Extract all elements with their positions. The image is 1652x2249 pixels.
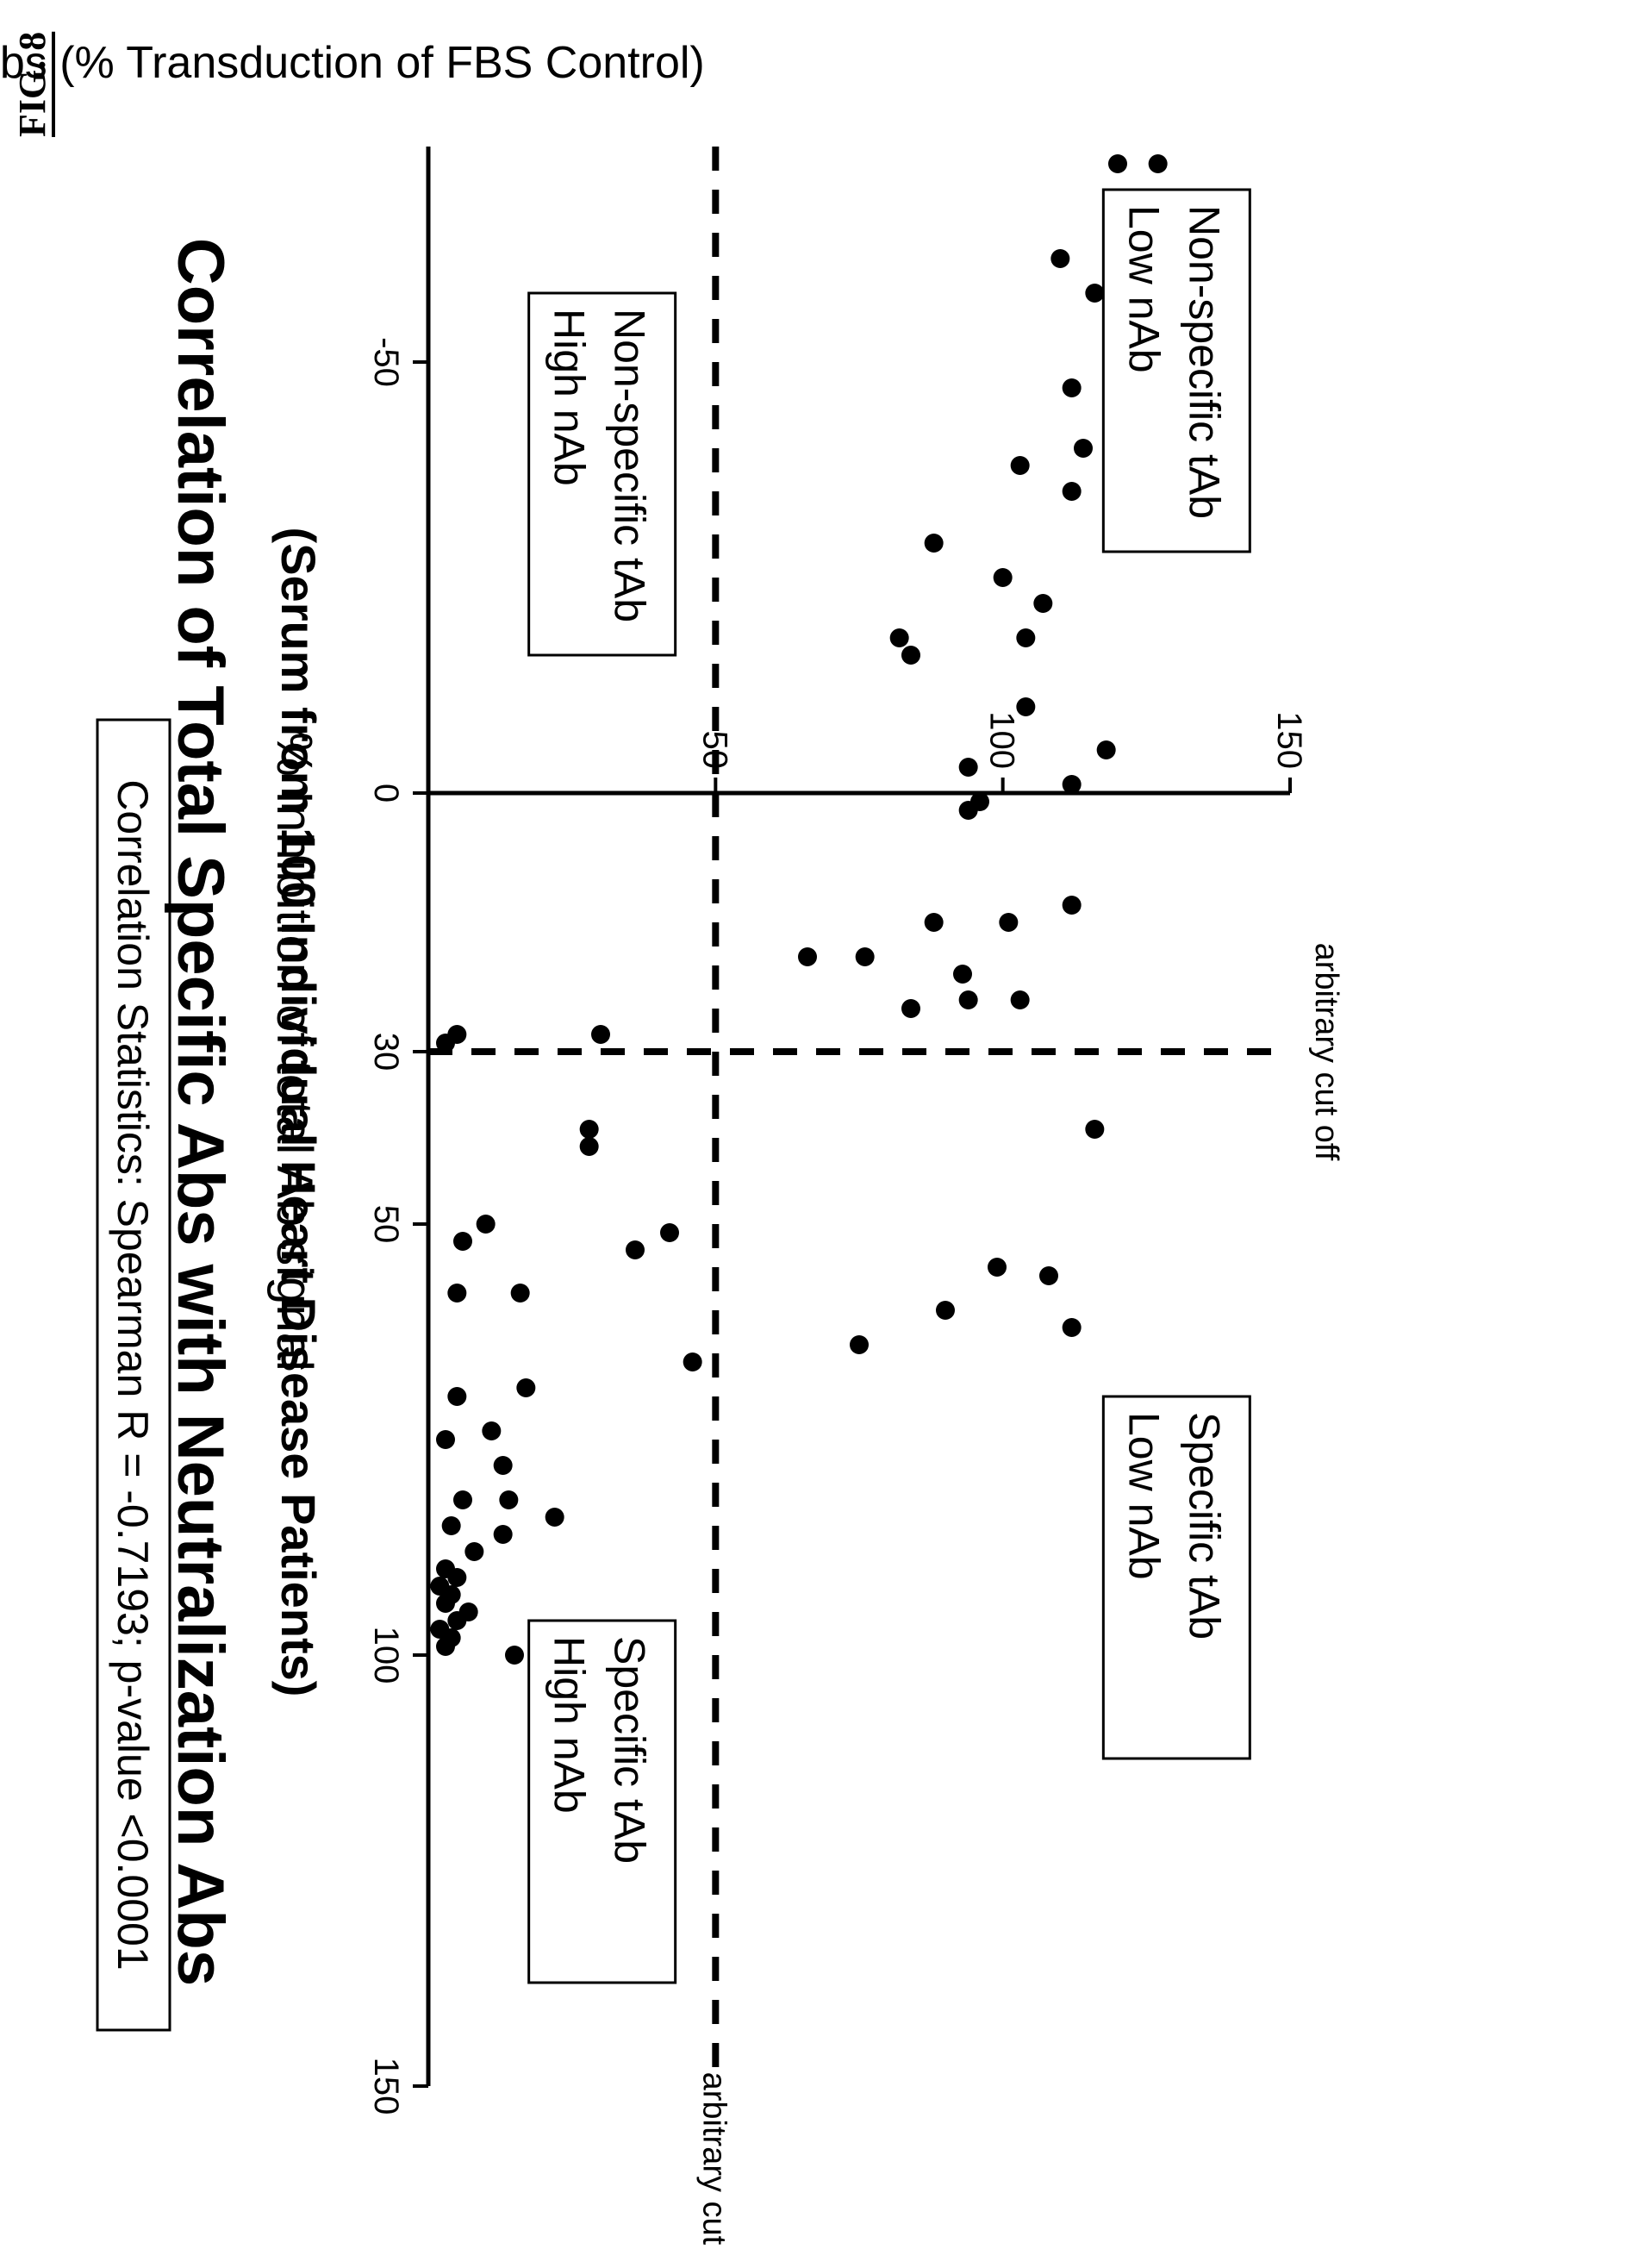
data-points [430,154,1168,1665]
quadrant-label-line2: High nAb [545,309,594,486]
data-point [1062,1318,1082,1337]
data-point [579,1120,599,1139]
quadrant-label-line2: Low nAb [1119,1412,1168,1580]
chart-title: Correlation of Total Specific Abs with N… [164,238,237,1986]
data-point [1010,456,1030,475]
data-point [936,1301,955,1320]
data-point [493,1456,513,1475]
data-point [1016,697,1036,716]
data-point [958,758,978,777]
data-point [499,1490,519,1509]
data-point [1096,740,1116,759]
data-point [1085,284,1105,303]
data-point [924,534,944,553]
data-point [1016,628,1036,647]
data-point [1062,378,1082,397]
data-point [510,1284,530,1303]
data-point [1108,154,1127,173]
stats-box [96,718,171,2032]
data-point [999,913,1019,932]
data-point [626,1240,645,1259]
data-point [889,628,909,647]
data-point [447,1387,467,1406]
data-point [1033,594,1053,613]
x-tick-label: 30 [367,1033,405,1071]
data-point [1039,1266,1058,1285]
data-point [993,568,1013,587]
quadrant-label-line1: Non-specific tAb [606,309,654,622]
data-point [1074,439,1093,458]
data-point [447,1611,467,1630]
data-point [447,1284,467,1303]
data-point [850,1335,869,1354]
chart-subtitle: (Serum from 100 Individual Heart Disease… [271,528,326,1697]
x-tick-label: 100 [367,1627,405,1684]
data-point [924,913,944,932]
data-point [901,646,920,665]
data-point [1050,249,1070,268]
quadrant-label-line1: Specific tAb [606,1636,654,1864]
data-point [464,1542,484,1561]
data-point [493,1525,513,1544]
fig-label: FIG. 8 [11,31,53,138]
data-point [436,1637,455,1656]
quadrant-label-line2: Low nAb [1119,205,1168,373]
y-ticks: 50 100 150 [695,711,1308,793]
data-point [901,999,920,1018]
data-point [953,965,972,984]
data-point [1010,990,1030,1009]
data-point [453,1232,472,1251]
data-point [660,1223,679,1242]
data-point [441,1516,461,1535]
y-tick-label: 150 [1270,711,1308,769]
data-point [1062,482,1082,501]
data-point [988,1258,1007,1277]
data-point [505,1646,524,1665]
data-point [436,1034,455,1053]
data-point [958,801,978,820]
x-tick-label: -50 [367,337,405,387]
data-point [545,1508,564,1527]
data-point [447,1568,467,1587]
data-point [436,1594,455,1613]
data-point [579,1137,599,1156]
data-point [855,947,875,966]
data-point [1062,775,1082,794]
data-point [1062,896,1082,915]
data-point [1148,154,1168,173]
x-tick-label: 50 [367,1205,405,1244]
data-point [436,1430,455,1449]
data-point [683,1353,702,1371]
rotated-plot: Correlation of Total Specific Abs with N… [0,38,1344,2249]
quadrant-label-line1: Specific tAb [1180,1412,1228,1640]
cutoff-y-label: arbitrary cut off [695,2072,732,2245]
data-point [591,1025,610,1044]
quadrant-label-line2: High nAb [545,1636,594,1814]
data-point [482,1421,502,1440]
x-tick-label: 0 [367,784,405,803]
y-tick-label: 100 [983,711,1021,769]
quadrant-label-line1: Non-specific tAb [1180,205,1228,519]
data-point [958,990,978,1009]
data-point [1085,1120,1105,1139]
data-point [453,1490,472,1509]
x-tick-label: 150 [367,2058,405,2115]
cutoff-x-label: arbitrary cut off [1308,943,1344,1161]
data-point [476,1215,496,1234]
x-axis-title: % Inhibition of total Ab signal [266,732,322,1371]
stats-text: Correlation Statistics: Spearman R = -0.… [109,779,157,1970]
data-point [798,947,817,966]
data-point [516,1378,536,1397]
x-ticks: -50 0 30 50 100 150 [367,337,428,2115]
y-axis-title: nAbs (% Transduction of FBS Control) [0,38,705,88]
